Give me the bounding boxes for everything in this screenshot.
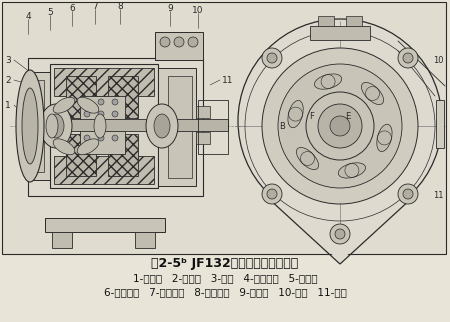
Ellipse shape xyxy=(40,104,72,148)
Text: 10: 10 xyxy=(192,5,204,14)
Bar xyxy=(2,2,446,254)
Circle shape xyxy=(318,104,362,148)
Bar xyxy=(54,68,154,96)
Bar xyxy=(45,218,165,232)
Text: B: B xyxy=(279,121,285,130)
Bar xyxy=(196,106,210,118)
Bar xyxy=(66,134,96,176)
Circle shape xyxy=(98,99,104,105)
Text: 10: 10 xyxy=(433,55,443,64)
Ellipse shape xyxy=(288,100,303,128)
Circle shape xyxy=(267,53,277,63)
Ellipse shape xyxy=(16,70,44,182)
Text: 图2-5ᵇ JF132型交流发电机结构图: 图2-5ᵇ JF132型交流发电机结构图 xyxy=(151,257,299,270)
Text: 6: 6 xyxy=(69,4,75,13)
Ellipse shape xyxy=(315,74,342,89)
Circle shape xyxy=(84,135,90,141)
Text: 4: 4 xyxy=(25,12,31,21)
Circle shape xyxy=(262,48,282,68)
Bar xyxy=(54,156,154,184)
Text: 9: 9 xyxy=(167,4,173,13)
Ellipse shape xyxy=(361,82,383,105)
Circle shape xyxy=(267,189,277,199)
Text: F: F xyxy=(310,111,315,120)
Bar xyxy=(155,32,203,60)
Ellipse shape xyxy=(146,104,178,148)
Bar xyxy=(66,76,96,118)
Bar xyxy=(168,76,192,178)
Text: 2: 2 xyxy=(5,75,11,84)
Circle shape xyxy=(98,111,104,117)
Circle shape xyxy=(112,111,118,117)
Circle shape xyxy=(335,229,345,239)
Ellipse shape xyxy=(53,97,75,113)
Circle shape xyxy=(98,123,104,129)
Bar xyxy=(346,16,362,26)
Circle shape xyxy=(160,37,170,47)
Text: E: E xyxy=(346,111,351,120)
Ellipse shape xyxy=(46,114,58,138)
Bar xyxy=(28,58,203,196)
Circle shape xyxy=(398,48,418,68)
Circle shape xyxy=(112,123,118,129)
Text: 11: 11 xyxy=(222,75,234,84)
Circle shape xyxy=(174,37,184,47)
Circle shape xyxy=(262,48,418,204)
Circle shape xyxy=(306,92,374,160)
Bar xyxy=(50,64,158,188)
Circle shape xyxy=(330,116,350,136)
Circle shape xyxy=(112,99,118,105)
Circle shape xyxy=(112,135,118,141)
Ellipse shape xyxy=(53,139,75,155)
Polygon shape xyxy=(270,196,410,262)
Text: 3: 3 xyxy=(5,55,11,64)
Ellipse shape xyxy=(297,147,319,170)
Circle shape xyxy=(403,53,413,63)
Text: 5: 5 xyxy=(47,7,53,16)
Circle shape xyxy=(84,99,90,105)
Ellipse shape xyxy=(377,124,392,152)
Text: 1-后端盖   2-集电环   3-电刷   4-电刷弹簧   5-电刷架: 1-后端盖 2-集电环 3-电刷 4-电刷弹簧 5-电刷架 xyxy=(133,273,317,283)
Circle shape xyxy=(188,37,198,47)
Ellipse shape xyxy=(22,88,38,164)
Circle shape xyxy=(84,111,90,117)
Circle shape xyxy=(262,184,282,204)
Ellipse shape xyxy=(94,114,106,138)
Ellipse shape xyxy=(338,163,365,178)
Bar xyxy=(28,72,50,180)
Bar xyxy=(108,134,138,176)
Bar xyxy=(108,76,138,118)
Bar xyxy=(135,232,155,248)
Text: 1: 1 xyxy=(5,100,11,109)
Bar xyxy=(310,26,370,40)
Circle shape xyxy=(84,123,90,129)
Circle shape xyxy=(98,135,104,141)
Text: 11: 11 xyxy=(433,191,443,200)
Bar xyxy=(196,132,210,144)
Bar xyxy=(28,80,44,172)
Bar xyxy=(198,100,228,154)
Ellipse shape xyxy=(77,139,99,155)
Bar xyxy=(52,232,72,248)
Circle shape xyxy=(398,184,418,204)
Ellipse shape xyxy=(77,97,99,113)
Bar xyxy=(158,68,196,186)
Bar xyxy=(28,119,228,131)
Bar xyxy=(436,100,444,148)
Bar xyxy=(80,96,125,154)
Ellipse shape xyxy=(48,114,64,138)
Text: 7: 7 xyxy=(92,2,98,11)
Text: 8: 8 xyxy=(117,2,123,11)
Circle shape xyxy=(330,224,350,244)
Circle shape xyxy=(278,64,402,188)
Circle shape xyxy=(238,19,442,223)
Ellipse shape xyxy=(154,114,170,138)
Bar xyxy=(318,16,334,26)
Text: 6-磁场绕组   7-定子绕组   8-定子铁心   9-前端盖   10-风扇   11-带轮: 6-磁场绕组 7-定子绕组 8-定子铁心 9-前端盖 10-风扇 11-带轮 xyxy=(104,287,346,297)
Circle shape xyxy=(403,189,413,199)
